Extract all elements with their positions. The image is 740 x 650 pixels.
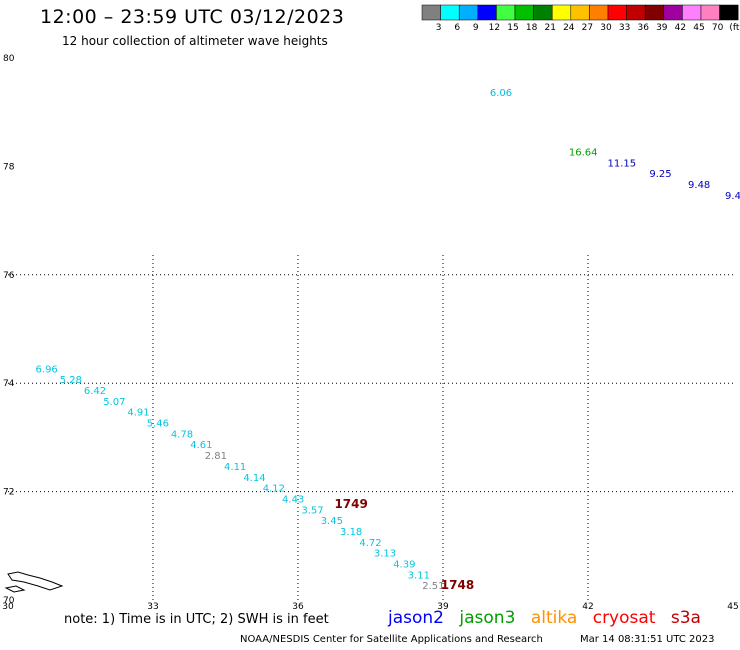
wave-height-label: 4.43 — [282, 494, 304, 505]
colorbar-label: 21 — [544, 23, 555, 33]
colorbar-label: 70 — [712, 23, 724, 33]
colorbar-swatch — [626, 4, 646, 21]
wave-height-label: 2.51 — [422, 581, 444, 592]
wave-height-label: 2.81 — [205, 451, 227, 462]
colorbar-label: 15 — [507, 23, 518, 33]
wave-height-label: 6.96 — [36, 364, 58, 375]
colorbar-swatch — [514, 4, 534, 21]
colorbar-swatch — [700, 4, 720, 21]
wave-height-label: 4.72 — [359, 538, 381, 549]
chart-title: 12:00 – 23:59 UTC 03/12/2023 — [40, 6, 345, 28]
y-tick-label: 78 — [3, 162, 15, 172]
wave-height-label: 3.11 — [408, 570, 430, 581]
colorbar-label: (ft) — [729, 23, 740, 33]
colorbar-label: 12 — [489, 23, 500, 33]
legend-cryosat: cryosat — [592, 608, 656, 628]
wave-height-label: 11.15 — [608, 158, 637, 169]
colorbar-label: 42 — [675, 23, 686, 33]
cycle-labels: 1749 1748 — [334, 497, 474, 592]
colorbar-swatch — [551, 4, 572, 21]
colorbar-swatch — [719, 4, 739, 21]
wave-height-label: 4.61 — [190, 440, 212, 451]
wave-height-points: 6.06 16.64 11.15 9.25 9.48 9.4 6.965.286.425.0… — [36, 88, 740, 592]
colorbar-label: 30 — [600, 23, 612, 33]
colorbar-label: 33 — [619, 23, 630, 33]
y-tick-label: 70 — [3, 596, 15, 606]
cycle-label: 1748 — [441, 578, 474, 592]
wave-height-label: 3.13 — [374, 549, 396, 560]
wave-height-label: 9.4 — [725, 191, 740, 202]
grid-lines — [8, 255, 733, 600]
colorbar-label: 3 — [436, 23, 442, 33]
x-tick-label: 36 — [292, 602, 304, 612]
colorbar-label: 36 — [637, 23, 649, 33]
colorbar-label: 18 — [526, 23, 538, 33]
colorbar-swatch — [644, 4, 665, 21]
footer-timestamp: Mar 14 08:31:51 UTC 2023 — [580, 634, 715, 645]
chart-subtitle: 12 hour collection of altimeter wave hei… — [62, 34, 328, 48]
colorbar-swatch — [533, 4, 553, 21]
y-tick-label: 80 — [3, 54, 15, 64]
x-tick-label: 39 — [437, 602, 449, 612]
units-note: note: 1) Time is in UTC; 2) SWH is in fe… — [64, 612, 329, 627]
wave-height-label: 9.25 — [649, 169, 671, 180]
colorbar-label: 39 — [656, 23, 668, 33]
colorbar-label: 24 — [563, 23, 575, 33]
y-tick-label: 74 — [3, 379, 15, 389]
cycle-label: 1749 — [334, 497, 367, 511]
legend-jason2: jason2 — [388, 608, 444, 628]
colorbar-swatch — [421, 4, 441, 21]
colorbar-swatch — [496, 4, 516, 21]
wave-height-label: 6.06 — [490, 88, 512, 99]
wave-height-label: 5.07 — [103, 397, 125, 408]
colorbar-swatch — [607, 4, 627, 21]
wave-height-label: 5.46 — [147, 419, 169, 430]
colorbar-swatch — [682, 4, 702, 21]
wave-height-label: 9.48 — [688, 180, 710, 191]
legend-jason3: jason3 — [459, 608, 516, 628]
colorbar-swatch — [589, 4, 609, 21]
footer-credit: NOAA/NESDIS Center for Satellite Applica… — [240, 634, 543, 645]
legend-s3a: s3a — [670, 608, 701, 628]
colorbar-label: 9 — [473, 23, 479, 33]
colorbar-label: 6 — [454, 23, 460, 33]
wave-height-label: 3.45 — [321, 516, 343, 527]
wave-height-label: 5.28 — [60, 375, 82, 386]
x-tick-label: 33 — [147, 602, 158, 612]
x-tick-label: 45 — [727, 602, 738, 612]
colorbar-swatch — [570, 4, 590, 21]
wave-height-label: 3.18 — [340, 527, 362, 538]
x-tick-label: 30 — [2, 602, 14, 612]
colorbar-label: 27 — [582, 23, 593, 33]
colorbar-swatch — [458, 4, 479, 21]
wave-height-label: 4.39 — [393, 559, 415, 570]
wave-height-label: 4.12 — [263, 484, 285, 495]
colorbar-swatch — [440, 4, 460, 21]
wave-height-label: 6.42 — [84, 386, 106, 397]
y-tick-label: 76 — [3, 271, 15, 281]
wave-height-label: 3.57 — [301, 505, 323, 516]
wave-height-label: 16.64 — [569, 148, 598, 159]
coastline — [4, 571, 64, 593]
wave-height-label: 4.14 — [243, 473, 265, 484]
colorbar-label: 45 — [693, 23, 704, 33]
axis-tick-labels: 30 33 36 39 42 45 70 72 74 76 78 80 — [2, 54, 738, 612]
x-tick-label: 42 — [582, 602, 593, 612]
satellite-legend: jason2 jason3 altika cryosat s3a — [388, 608, 711, 628]
colorbar-swatch — [477, 4, 497, 21]
colorbar-swatch — [663, 4, 683, 21]
y-tick-label: 72 — [3, 488, 14, 498]
wave-height-label: 4.91 — [127, 408, 149, 419]
wave-height-label: 4.11 — [224, 462, 246, 473]
wave-height-label: 4.78 — [171, 429, 193, 440]
legend-altika: altika — [530, 608, 578, 628]
